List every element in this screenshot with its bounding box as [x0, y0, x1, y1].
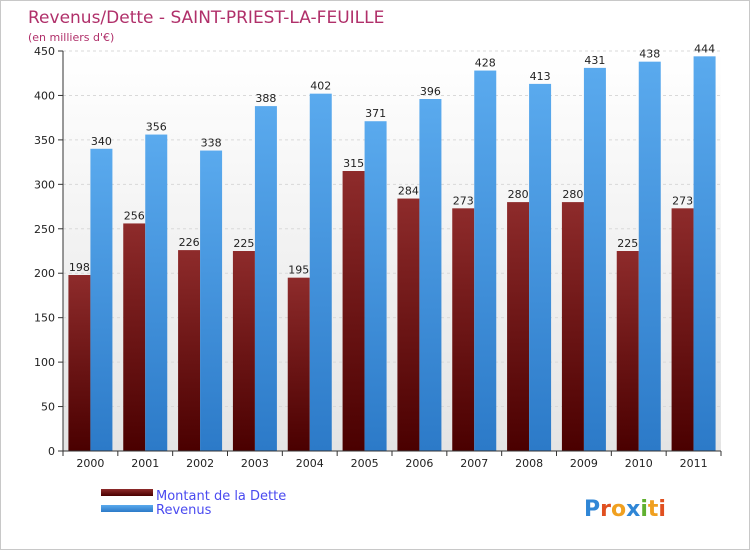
chart-title: Revenus/Dette - SAINT-PRIEST-LA-FEUILLE — [28, 8, 384, 28]
value-label-debt: 284 — [398, 185, 419, 198]
x-tick-label: 2000 — [76, 457, 104, 470]
bars — [68, 56, 716, 452]
bar-debt — [232, 251, 255, 451]
bar-revenus — [200, 150, 223, 452]
value-label-revenus: 340 — [91, 135, 112, 148]
y-tick-label: 200 — [34, 267, 55, 280]
value-label-revenus: 371 — [365, 107, 386, 120]
proxiti-logo: Proxiti — [584, 497, 666, 522]
bar-revenus — [309, 93, 332, 452]
plot-area — [63, 51, 721, 451]
legend-label-revenus: Revenus — [156, 503, 212, 518]
legend-label-debt: Montant de la Dette — [156, 489, 286, 504]
bar-revenus — [419, 99, 442, 451]
chart-subtitle: (en milliers d'€) — [28, 31, 114, 44]
legend-swatch-revenus — [101, 505, 153, 512]
x-axis: 2000 2001 2002 2003 2004 2005 2006 2007 2008 2009… — [62, 451, 722, 470]
y-tick-label: 450 — [34, 45, 55, 58]
x-tick-label: 2002 — [186, 457, 214, 470]
bar-revenus — [638, 61, 661, 452]
y-tick-label: 300 — [34, 178, 55, 191]
value-label-debt: 225 — [617, 237, 638, 250]
value-label-revenus: 428 — [475, 57, 496, 70]
y-tick-label: 0 — [48, 445, 55, 458]
data-labels: 198 340 256 356 226 338 225 388 195 402 315 371 284 3… — [69, 42, 715, 276]
value-label-debt: 280 — [562, 188, 583, 201]
bar-debt — [507, 202, 530, 451]
bar-revenus — [145, 134, 168, 452]
y-tick-label: 50 — [41, 401, 55, 414]
value-label-revenus: 356 — [146, 121, 167, 134]
value-label-revenus: 438 — [639, 48, 660, 61]
legend-swatch-debt — [101, 489, 153, 496]
x-tick-label: 2004 — [296, 457, 324, 470]
logo-text: Proxiti — [584, 497, 666, 522]
value-label-revenus: 431 — [584, 54, 605, 67]
x-tick-label: 2011 — [680, 457, 708, 470]
x-tick-label: 2009 — [570, 457, 598, 470]
value-label-revenus: 444 — [694, 42, 715, 55]
value-label-debt: 273 — [453, 194, 474, 207]
bar-revenus — [529, 83, 552, 451]
value-label-debt: 280 — [508, 188, 529, 201]
bar-debt — [178, 250, 201, 451]
bar-debt — [616, 251, 639, 451]
bar-revenus — [693, 56, 716, 451]
value-label-revenus: 413 — [530, 70, 551, 83]
value-label-debt: 315 — [343, 157, 364, 170]
legend: Montant de la Dette Revenus — [101, 489, 286, 518]
value-label-debt: 226 — [179, 236, 200, 249]
bar-revenus — [254, 106, 277, 451]
value-label-revenus: 388 — [255, 92, 276, 105]
y-axis: 0 50 100 150 200 250 300 350 400 450 — [34, 45, 64, 458]
x-tick-label: 2006 — [405, 457, 433, 470]
y-tick-label: 400 — [34, 89, 55, 102]
x-tick-label: 2005 — [351, 457, 379, 470]
y-tick-label: 100 — [34, 356, 55, 369]
bar-debt — [671, 208, 694, 451]
bar-debt — [68, 275, 91, 451]
y-tick-label: 150 — [34, 312, 55, 325]
grid — [63, 50, 721, 408]
x-tick-label: 2003 — [241, 457, 269, 470]
bar-debt — [342, 171, 365, 451]
value-label-revenus: 402 — [310, 80, 331, 93]
y-tick-label: 350 — [34, 134, 55, 147]
bar-debt — [287, 277, 310, 451]
bar-debt — [123, 223, 146, 451]
x-tick-label: 2010 — [625, 457, 653, 470]
value-label-revenus: 396 — [420, 85, 441, 98]
bar-revenus — [364, 121, 387, 451]
bar-revenus — [583, 67, 606, 451]
value-label-debt: 273 — [672, 194, 693, 207]
value-label-debt: 195 — [288, 264, 309, 277]
bar-revenus — [90, 148, 113, 451]
x-tick-label: 2008 — [515, 457, 543, 470]
value-label-debt: 225 — [233, 237, 254, 250]
value-label-debt: 256 — [124, 209, 145, 222]
value-label-revenus: 338 — [201, 137, 222, 150]
bar-debt — [561, 202, 584, 451]
y-tick-label: 250 — [34, 223, 55, 236]
value-label-debt: 198 — [69, 261, 90, 274]
bar-debt — [452, 208, 475, 451]
bar-revenus — [474, 70, 497, 452]
x-tick-label: 2001 — [131, 457, 159, 470]
x-tick-label: 2007 — [460, 457, 488, 470]
bar-debt — [397, 198, 420, 451]
